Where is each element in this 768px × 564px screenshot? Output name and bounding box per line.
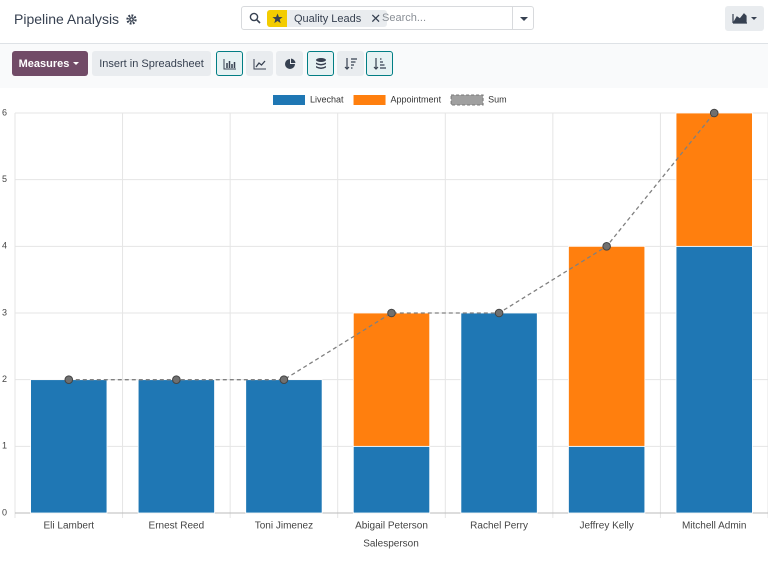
line-chart-button[interactable] bbox=[246, 51, 273, 76]
pie-chart-button[interactable] bbox=[276, 51, 303, 76]
page-title: Pipeline Analysis bbox=[14, 11, 137, 27]
legend-label: Livechat bbox=[310, 94, 344, 104]
bar bbox=[352, 445, 431, 514]
bar-chart-button[interactable] bbox=[216, 51, 243, 76]
measures-label: Measures bbox=[18, 57, 70, 70]
bar bbox=[568, 245, 646, 447]
legend-swatch bbox=[273, 95, 305, 105]
measures-button[interactable]: Measures bbox=[12, 51, 88, 76]
x-tick-label: Ernest Reed bbox=[149, 521, 205, 532]
bar bbox=[245, 379, 323, 514]
chart: Salesperson 0 1 2 3 4 5 6 Eli Lambert Ernest Ree… bbox=[2, 94, 768, 550]
legend-swatch bbox=[353, 95, 386, 105]
toolbar: Measures Insert in Spreadsheet bbox=[0, 44, 768, 88]
sum-point bbox=[602, 242, 611, 251]
stacked-button[interactable] bbox=[307, 51, 334, 76]
search-toggle[interactable] bbox=[512, 7, 535, 29]
search-icon bbox=[249, 12, 261, 24]
y-tick-label: 3 bbox=[2, 307, 7, 317]
x-tick-label: Toni Jimenez bbox=[255, 521, 313, 532]
ascending-button[interactable] bbox=[366, 51, 393, 76]
x-tick-label: Jeffrey Kelly bbox=[579, 521, 633, 532]
x-tick-label: Eli Lambert bbox=[43, 521, 94, 532]
y-tick-label: 1 bbox=[2, 441, 7, 451]
sum-point bbox=[64, 375, 74, 384]
y-tick-label: 5 bbox=[2, 174, 7, 184]
bar bbox=[30, 379, 108, 514]
sum-point bbox=[172, 375, 181, 384]
control-panel: Pipeline Analysis Quality Leads ✕ Search.… bbox=[0, 0, 768, 44]
spreadsheet-label: Insert in Spreadsheet bbox=[99, 57, 204, 70]
sum-point bbox=[494, 308, 504, 318]
x-tick-label: Mitchell Admin bbox=[682, 521, 746, 532]
y-tick-label: 6 bbox=[2, 107, 7, 117]
descending-button[interactable] bbox=[337, 51, 364, 76]
search-placeholder[interactable]: Search... bbox=[382, 12, 427, 24]
bar bbox=[352, 312, 431, 447]
y-tick-label: 2 bbox=[2, 374, 7, 384]
bar bbox=[137, 379, 215, 514]
bar bbox=[675, 245, 753, 514]
facet-label: Quality Leads bbox=[294, 12, 362, 25]
x-axis-title: Salesperson bbox=[363, 539, 419, 550]
legend-label: Sum bbox=[488, 94, 507, 104]
search-bar[interactable]: Quality Leads ✕ Search... bbox=[241, 6, 534, 30]
sum-point bbox=[709, 108, 719, 118]
legend-label: Appointment bbox=[391, 94, 442, 104]
y-tick-label: 4 bbox=[2, 241, 7, 251]
title-text: Pipeline Analysis bbox=[14, 11, 120, 27]
spreadsheet-button[interactable]: Insert in Spreadsheet bbox=[92, 51, 211, 76]
y-tick-label: 0 bbox=[2, 507, 7, 517]
sum-point bbox=[387, 308, 396, 318]
facet-remove[interactable]: ✕ bbox=[370, 10, 382, 26]
search-facet[interactable]: Quality Leads ✕ bbox=[267, 10, 388, 27]
bar bbox=[675, 112, 753, 247]
bar bbox=[568, 445, 646, 514]
x-tick-label: Abigail Peterson bbox=[355, 521, 428, 532]
sum-point bbox=[279, 375, 289, 384]
gear-icon[interactable] bbox=[126, 14, 137, 25]
x-tick-label: Rachel Perry bbox=[470, 521, 528, 532]
view-switcher[interactable] bbox=[725, 6, 764, 31]
bar bbox=[460, 312, 538, 514]
legend-swatch bbox=[450, 94, 484, 106]
